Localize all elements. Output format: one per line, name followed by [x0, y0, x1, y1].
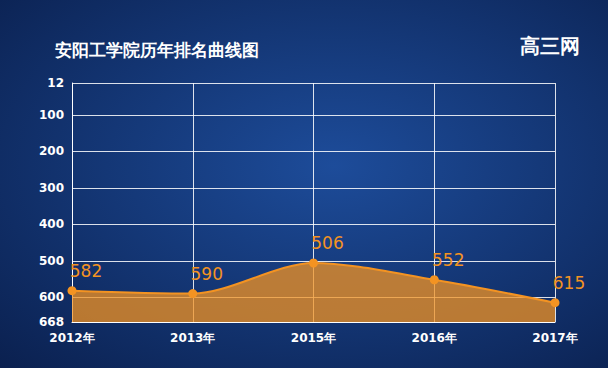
- svg-text:100: 100: [39, 108, 64, 122]
- svg-text:12: 12: [47, 76, 64, 90]
- svg-text:200: 200: [39, 144, 64, 158]
- svg-text:2016年: 2016年: [412, 331, 457, 345]
- svg-text:安阳工学院历年排名曲线图: 安阳工学院历年排名曲线图: [55, 40, 259, 60]
- svg-text:615: 615: [553, 273, 585, 293]
- svg-text:400: 400: [39, 217, 64, 231]
- svg-text:2015年: 2015年: [291, 331, 336, 345]
- svg-text:500: 500: [39, 254, 64, 268]
- svg-text:590: 590: [191, 264, 223, 284]
- svg-text:2012年: 2012年: [49, 331, 94, 345]
- svg-text:552: 552: [432, 250, 464, 270]
- svg-text:高三网: 高三网: [520, 34, 580, 58]
- svg-text:600: 600: [39, 290, 64, 304]
- svg-text:582: 582: [70, 261, 102, 281]
- svg-text:2017年: 2017年: [532, 331, 577, 345]
- svg-text:506: 506: [311, 233, 343, 253]
- svg-text:668: 668: [39, 315, 64, 329]
- svg-text:2013年: 2013年: [170, 331, 215, 345]
- svg-text:300: 300: [39, 181, 64, 195]
